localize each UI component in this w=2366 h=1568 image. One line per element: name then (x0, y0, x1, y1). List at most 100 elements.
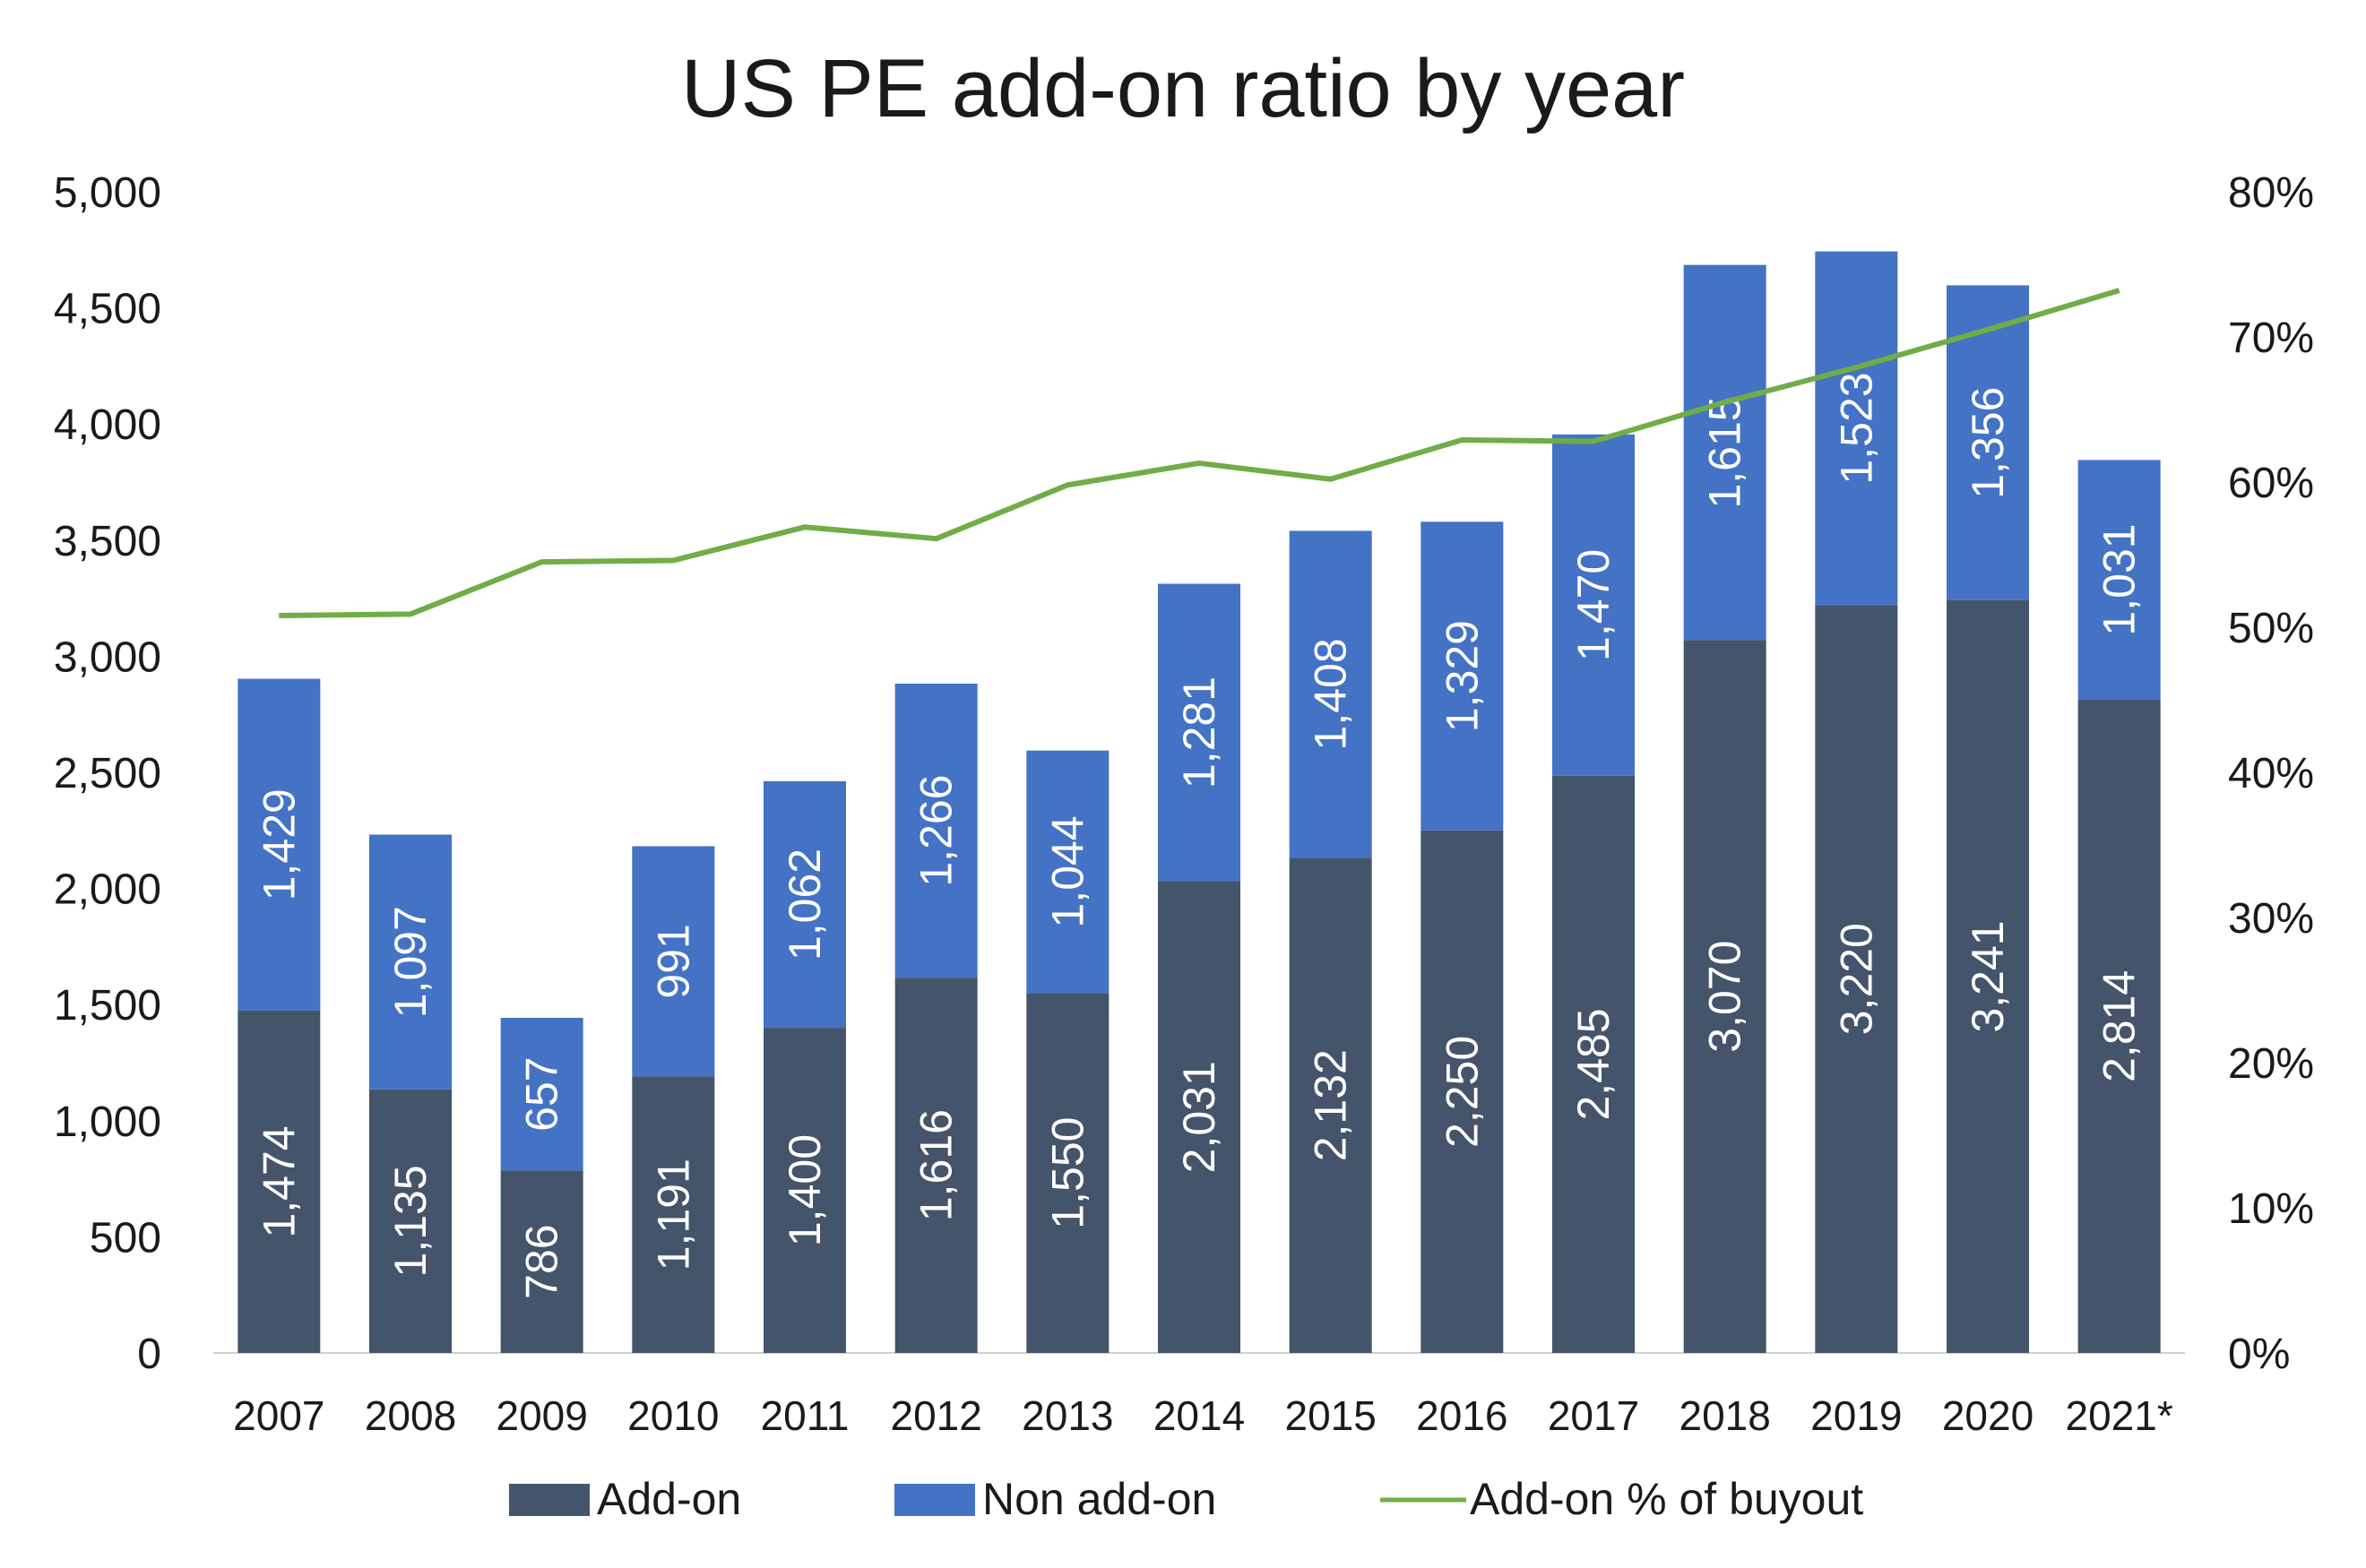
y-right-tick-label: 50% (2228, 605, 2314, 652)
y-left-tick-label: 500 (90, 1214, 161, 1262)
chart-title: US PE add-on ratio by year (681, 43, 1685, 134)
data-label: 1,044 (1042, 815, 1092, 927)
x-tick-label: 2019 (1810, 1392, 1902, 1439)
y-left-tick-label: 4,500 (54, 286, 161, 333)
y-left-tick-label: 1,000 (54, 1098, 161, 1146)
bar-non-add-on (369, 834, 452, 1090)
legend-label: Add-on (597, 1474, 741, 1524)
x-tick-label: 2013 (1022, 1392, 1113, 1439)
data-label: 2,814 (2094, 970, 2145, 1082)
y-right-tick-label: 10% (2228, 1185, 2314, 1233)
y-right-tick-label: 0% (2228, 1331, 2290, 1378)
data-label: 1,470 (1568, 549, 1619, 661)
line-series (279, 288, 2120, 619)
bar-add-on (1289, 857, 1372, 1353)
data-label: 2,031 (1174, 1061, 1224, 1173)
data-label: 1,329 (1437, 620, 1487, 732)
bar-non-add-on (1158, 583, 1240, 882)
y-right-tick-label: 40% (2228, 750, 2314, 797)
y-left-tick-label: 1,500 (54, 982, 161, 1030)
legend: Add-on Non add-on Add-on % of buyout (509, 1474, 1863, 1524)
x-tick-label: 2008 (365, 1392, 456, 1439)
x-tick-label: 2016 (1416, 1392, 1507, 1439)
bar-non-add-on (1552, 434, 1635, 776)
bar-add-on (500, 1170, 583, 1353)
legend-swatch (894, 1484, 975, 1516)
data-label: 657 (517, 1056, 567, 1131)
bar-add-on (1683, 640, 1766, 1353)
x-tick-label: 2011 (761, 1392, 850, 1439)
data-label: 1,615 (1700, 396, 1750, 508)
legend-label: Add-on % of buyout (1470, 1474, 1863, 1524)
bar-add-on (1026, 993, 1110, 1353)
data-label: 1,616 (911, 1109, 962, 1221)
x-tick-label: 2014 (1153, 1392, 1245, 1439)
bar-non-add-on (500, 1017, 583, 1171)
y-right-tick-label: 80% (2228, 169, 2314, 217)
bar-add-on (1158, 881, 1240, 1353)
bar-add-on (764, 1028, 846, 1353)
bar-add-on (369, 1089, 452, 1353)
y-left-tick-label: 2,500 (54, 750, 161, 797)
x-tick-label: 2018 (1679, 1392, 1770, 1439)
data-label: 2,132 (1306, 1049, 1356, 1161)
data-label: 991 (648, 924, 698, 998)
bar-add-on (2077, 699, 2161, 1353)
bar-add-on (1815, 605, 1898, 1353)
legend-swatch (509, 1484, 590, 1516)
y-right-tick-label: 70% (2228, 314, 2314, 362)
bar-non-add-on (1683, 264, 1766, 641)
bar-non-add-on (1289, 530, 1372, 858)
legend-label: Non add-on (982, 1474, 1216, 1524)
data-label: 1,356 (1963, 387, 2013, 499)
x-tick-label: 2007 (233, 1392, 324, 1439)
data-label: 1,474 (254, 1125, 304, 1237)
bars: 1,474 1,429 1,135 1,097 786 657 1,191 991 1,400 1… (237, 251, 2161, 1353)
data-label: 1,429 (254, 788, 304, 900)
y-left-tick-label: 2,000 (54, 866, 161, 914)
data-label: 1,191 (648, 1159, 698, 1271)
data-label: 1,266 (911, 774, 962, 886)
data-label: 1,523 (1831, 372, 1881, 484)
y-right-tick-label: 60% (2228, 460, 2314, 507)
x-tick-label: 2017 (1548, 1392, 1639, 1439)
data-label: 3,241 (1963, 920, 2013, 1032)
x-tick-label: 2010 (627, 1392, 719, 1439)
data-label: 3,220 (1831, 923, 1881, 1035)
data-label: 1,281 (1174, 676, 1224, 788)
y-left-tick-label: 3,500 (54, 518, 161, 565)
data-label: 1,031 (2094, 523, 2145, 635)
y-left-tick-label: 0 (137, 1331, 161, 1378)
x-tick-label: 2021* (2066, 1392, 2173, 1439)
data-label: 1,062 (780, 849, 830, 961)
x-tick-label: 2012 (890, 1392, 981, 1439)
bar-non-add-on (1815, 251, 1898, 606)
y-right-tick-label: 30% (2228, 895, 2314, 943)
bar-add-on (1420, 830, 1504, 1353)
bar-add-on (894, 978, 978, 1353)
data-label: 1,550 (1042, 1117, 1092, 1229)
bar-non-add-on (2077, 460, 2161, 700)
data-label: 2,250 (1437, 1036, 1487, 1148)
data-label: 1,400 (780, 1134, 830, 1246)
bar-non-add-on (894, 683, 978, 978)
x-tick-label: 2009 (496, 1392, 587, 1439)
data-label: 1,408 (1306, 638, 1356, 750)
data-label: 1,097 (385, 906, 436, 1018)
y-left-tick-label: 4,000 (54, 401, 161, 449)
y-right-tick-label: 20% (2228, 1040, 2314, 1088)
y-left-tick-label: 5,000 (54, 169, 161, 217)
bar-add-on (237, 1010, 321, 1353)
bar-non-add-on (237, 678, 321, 1011)
x-tick-label: 2020 (1942, 1392, 2034, 1439)
bar-non-add-on (1026, 750, 1110, 994)
data-label: 3,070 (1700, 941, 1750, 1053)
bar-add-on (632, 1076, 715, 1353)
bar-non-add-on (632, 846, 715, 1077)
bar-add-on (1552, 775, 1635, 1353)
bar-add-on (1947, 599, 2029, 1353)
bar-non-add-on (764, 780, 846, 1029)
x-tick-label: 2015 (1284, 1392, 1376, 1439)
